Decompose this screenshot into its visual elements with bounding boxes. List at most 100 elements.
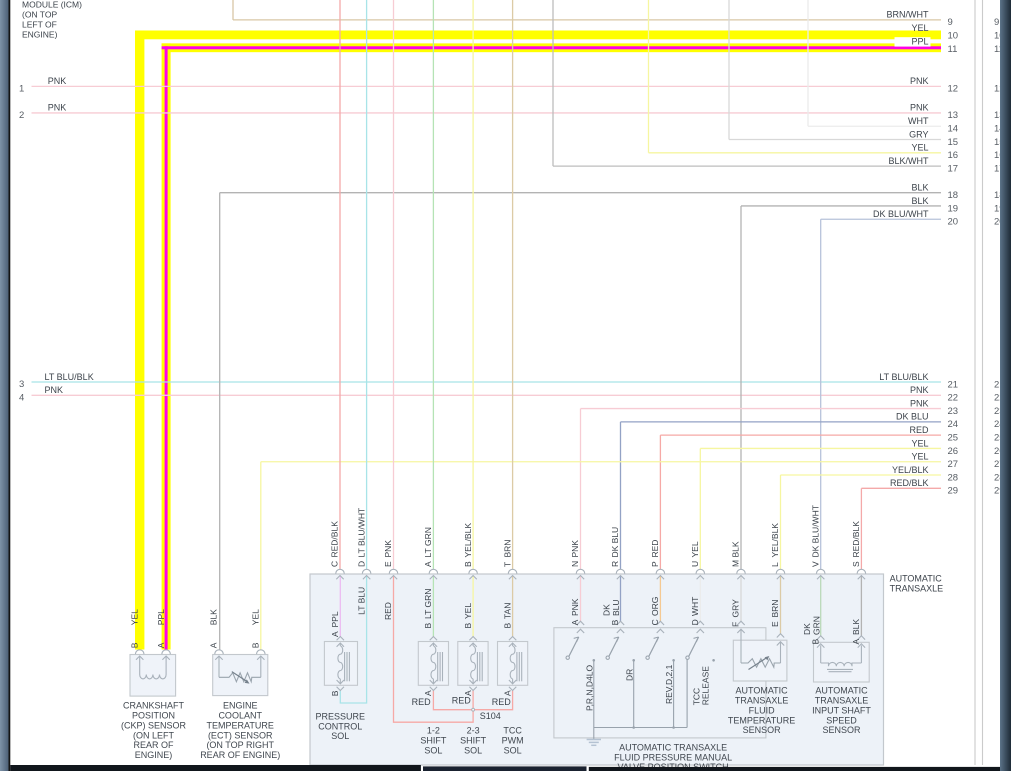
svg-text:VALVE POSITION SWITCH: VALVE POSITION SWITCH <box>618 762 729 771</box>
svg-text:R: R <box>610 561 620 567</box>
svg-text:YEL: YEL <box>911 143 928 153</box>
svg-text:RED: RED <box>492 697 512 707</box>
svg-text:E: E <box>383 561 393 567</box>
svg-text:A: A <box>423 690 433 696</box>
svg-text:SOL: SOL <box>504 745 522 755</box>
svg-text:(ON LEFT: (ON LEFT <box>133 730 175 740</box>
svg-text:12: 12 <box>994 84 1005 95</box>
svg-text:LT BLU: LT BLU <box>356 587 366 615</box>
svg-text:REAR OF ENGINE): REAR OF ENGINE) <box>200 750 280 760</box>
svg-text:20: 20 <box>994 217 1005 228</box>
svg-text:14: 14 <box>994 124 1005 135</box>
svg-text:16: 16 <box>948 150 959 161</box>
svg-text:B: B <box>463 623 473 629</box>
svg-text:YEL: YEL <box>911 452 928 462</box>
svg-text:FLUID: FLUID <box>749 705 776 715</box>
svg-text:13: 13 <box>948 110 959 121</box>
svg-text:28: 28 <box>994 472 1005 483</box>
svg-text:AUTOMATIC: AUTOMATIC <box>890 574 943 584</box>
svg-text:PNK: PNK <box>570 598 580 616</box>
svg-text:YEL: YEL <box>129 609 139 625</box>
svg-text:N: N <box>570 561 580 567</box>
svg-text:SPEED: SPEED <box>826 715 857 725</box>
svg-text:LT GRN: LT GRN <box>423 527 433 557</box>
svg-text:REAR OF: REAR OF <box>133 740 174 750</box>
svg-text:B: B <box>423 623 433 629</box>
svg-text:DK BLU/WHT: DK BLU/WHT <box>810 505 820 557</box>
svg-text:FLUID PRESSURE MANUAL: FLUID PRESSURE MANUAL <box>614 752 732 762</box>
svg-text:TCC: TCC <box>503 726 522 736</box>
svg-text:23: 23 <box>948 406 959 417</box>
svg-text:SHIFT: SHIFT <box>420 736 447 746</box>
svg-text:YEL/BLK: YEL/BLK <box>463 523 473 558</box>
svg-text:B: B <box>129 642 139 648</box>
svg-text:RED: RED <box>452 696 472 706</box>
svg-text:PPL: PPL <box>156 609 166 625</box>
svg-text:BRN: BRN <box>770 600 780 618</box>
svg-text:B: B <box>502 623 512 629</box>
svg-text:13: 13 <box>994 110 1005 121</box>
svg-text:D: D <box>356 561 366 567</box>
svg-text:27: 27 <box>994 459 1005 470</box>
svg-text:SHIFT: SHIFT <box>460 736 487 746</box>
svg-text:BLK: BLK <box>731 541 741 557</box>
svg-text:B: B <box>251 642 261 648</box>
svg-text:V: V <box>810 561 820 567</box>
svg-text:3: 3 <box>19 379 24 390</box>
svg-text:28: 28 <box>948 472 959 483</box>
svg-text:DR: DR <box>624 669 634 681</box>
svg-text:RED: RED <box>383 602 393 620</box>
svg-text:BRN/WHT: BRN/WHT <box>887 10 929 20</box>
svg-text:A: A <box>209 642 219 648</box>
svg-text:26: 26 <box>948 446 959 457</box>
svg-text:2-3: 2-3 <box>467 726 480 736</box>
svg-text:SENSOR: SENSOR <box>743 725 782 735</box>
svg-text:24: 24 <box>994 419 1005 430</box>
svg-text:1: 1 <box>19 83 24 94</box>
svg-text:PNK: PNK <box>910 76 929 86</box>
svg-text:A: A <box>423 561 433 567</box>
svg-text:DK BLU/WHT: DK BLU/WHT <box>873 209 929 219</box>
svg-text:A: A <box>463 690 473 696</box>
svg-text:TAN: TAN <box>502 603 512 619</box>
svg-text:1-2: 1-2 <box>427 726 440 736</box>
svg-text:S: S <box>851 561 861 567</box>
svg-text:A: A <box>570 619 580 625</box>
svg-text:PPL: PPL <box>330 611 340 627</box>
svg-text:L: L <box>770 562 780 567</box>
svg-text:9: 9 <box>948 17 953 28</box>
svg-text:P: P <box>650 561 660 567</box>
svg-text:LEFT OF: LEFT OF <box>22 20 57 30</box>
svg-text:23: 23 <box>994 406 1005 417</box>
svg-text:DK: DK <box>602 604 612 616</box>
svg-text:SOL: SOL <box>424 745 442 755</box>
svg-text:18: 18 <box>948 190 959 201</box>
svg-text:A: A <box>851 639 861 645</box>
svg-text:PNK: PNK <box>910 398 929 408</box>
svg-text:AUTOMATIC TRANSAXLE: AUTOMATIC TRANSAXLE <box>619 742 727 752</box>
svg-text:T: T <box>502 562 512 567</box>
svg-text:GRY: GRY <box>731 599 741 618</box>
svg-text:RED/BLK: RED/BLK <box>890 478 929 488</box>
svg-text:17: 17 <box>948 163 959 174</box>
svg-text:LT BLU/BLK: LT BLU/BLK <box>879 372 928 382</box>
svg-text:2: 2 <box>19 110 24 121</box>
svg-text:A: A <box>502 690 512 696</box>
svg-text:SOL: SOL <box>331 731 349 741</box>
svg-text:TCC: TCC <box>692 688 702 705</box>
svg-text:PNK: PNK <box>570 540 580 558</box>
svg-text:COOLANT: COOLANT <box>218 711 262 721</box>
svg-text:LT GRN: LT GRN <box>423 589 433 619</box>
svg-text:ENGINE): ENGINE) <box>22 30 58 40</box>
svg-text:BLK: BLK <box>911 196 928 206</box>
svg-text:C: C <box>650 619 660 625</box>
svg-text:4: 4 <box>19 392 24 403</box>
svg-text:25: 25 <box>994 432 1005 443</box>
svg-text:ENGINE: ENGINE <box>223 701 258 711</box>
svg-text:RED/BLK: RED/BLK <box>330 521 340 558</box>
svg-text:RED/BLK: RED/BLK <box>851 521 861 558</box>
svg-text:TEMPERATURE: TEMPERATURE <box>207 720 274 730</box>
svg-text:PNK: PNK <box>48 76 67 86</box>
svg-text:TEMPERATURE: TEMPERATURE <box>728 715 795 725</box>
svg-text:24: 24 <box>948 419 959 430</box>
